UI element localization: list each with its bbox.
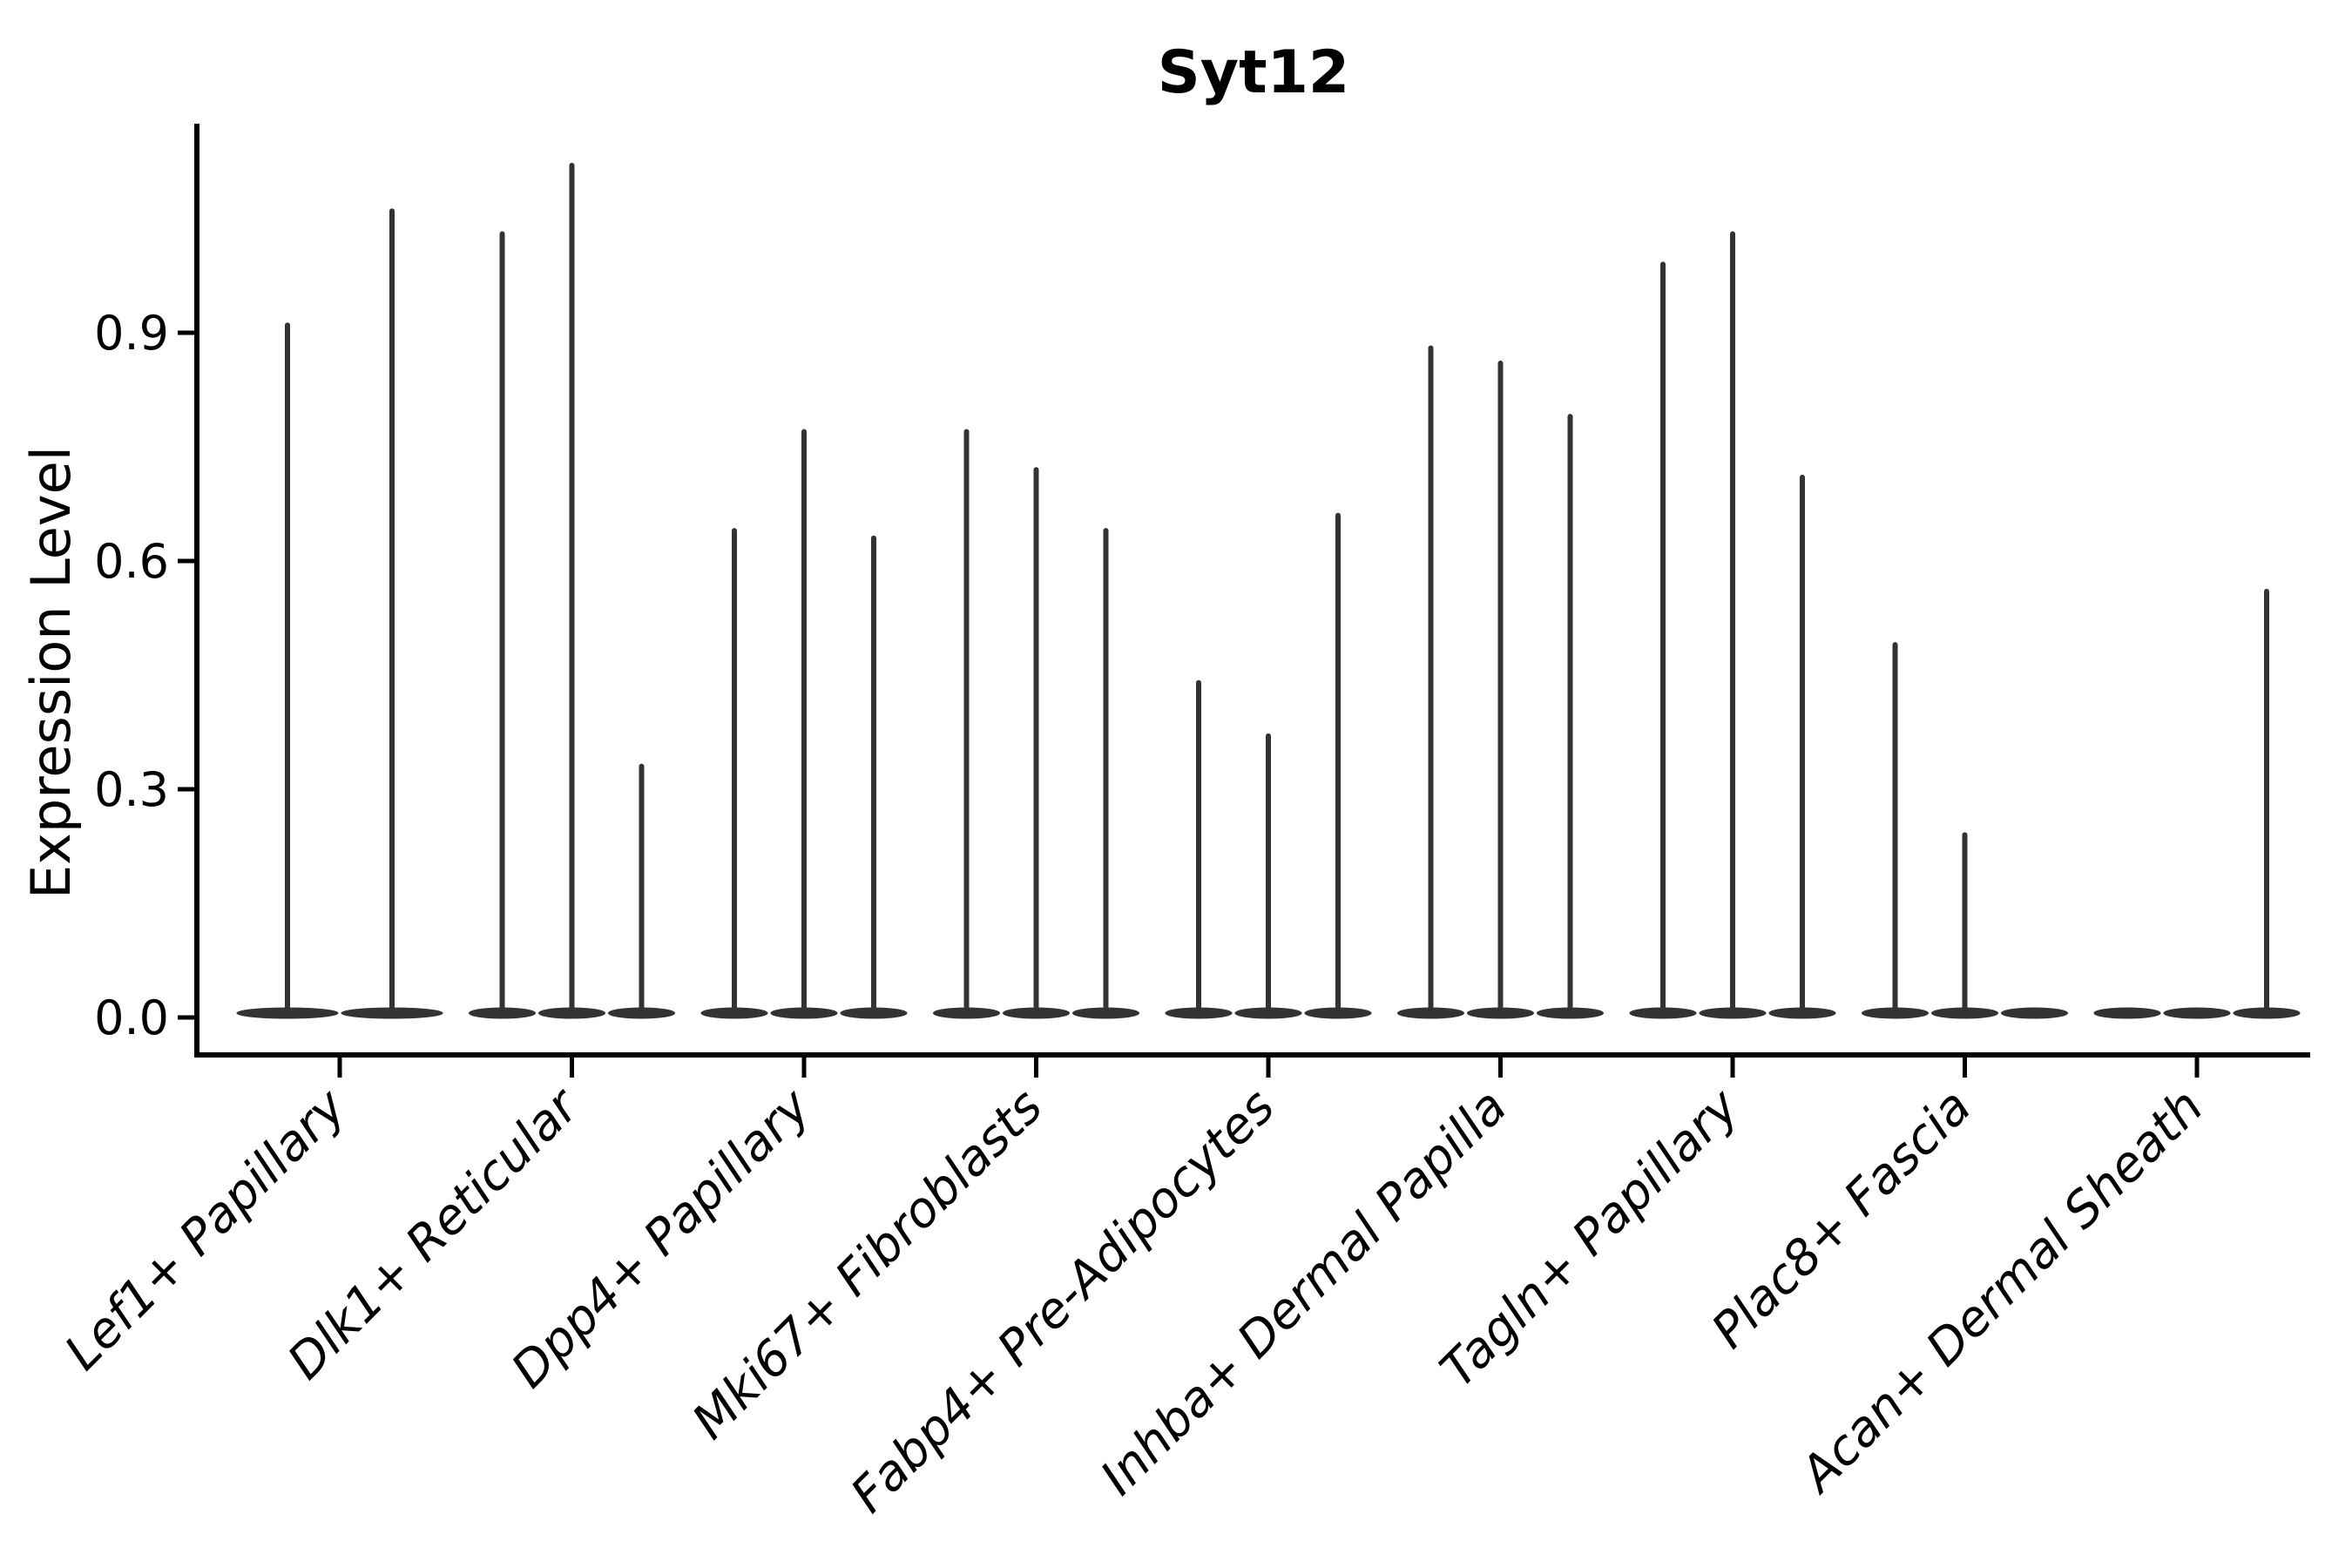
violin-group [469, 162, 675, 1019]
violin-group [236, 208, 443, 1019]
y-tick-label: 0.3 [94, 762, 169, 817]
y-tick-label: 0.6 [94, 534, 169, 589]
violin-group [933, 429, 1139, 1019]
violin-group [1862, 642, 2068, 1019]
violin-base [2093, 1007, 2161, 1019]
violin-group [700, 429, 908, 1019]
x-category-label: Inhba+ Dermal Papilla [1090, 1078, 1517, 1506]
y-axis-ticks: 0.0 0.3 0.6 0.9 [94, 306, 198, 1045]
violin-group [1629, 231, 1836, 1019]
violin-group [1165, 512, 1372, 1019]
violin-group [2093, 588, 2301, 1019]
x-category-label: Fabp4+ Pre-Adipocytes [841, 1078, 1286, 1524]
violin-group [1397, 345, 1604, 1019]
violin-base [2163, 1007, 2231, 1019]
y-axis-label: Expression Level [19, 446, 83, 899]
violins-layer [236, 162, 2301, 1019]
y-tick-label: 0.0 [94, 990, 169, 1045]
chart-title: Syt12 [1158, 38, 1349, 107]
x-category-label: Acan+ Dermal Sheath [1788, 1078, 2214, 1504]
violin-base [2001, 1007, 2068, 1019]
y-tick-label: 0.9 [94, 306, 169, 361]
